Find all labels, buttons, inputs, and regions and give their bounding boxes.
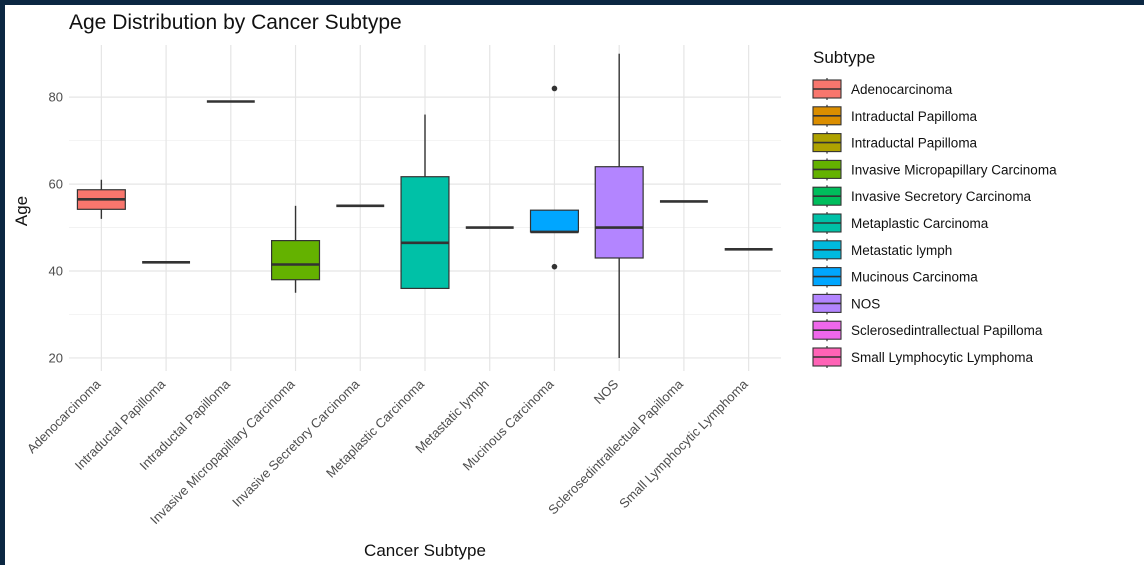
x-axis-title: Cancer Subtype — [364, 541, 486, 560]
legend-label: Invasive Micropapillary Carcinoma — [851, 162, 1057, 177]
x-tick-label: Small Lymphocytic Lymphoma — [616, 376, 751, 511]
legend-label: Metaplastic Carcinoma — [851, 216, 989, 231]
legend-label: Sclerosedintrallectual Papilloma — [851, 323, 1043, 338]
legend-item: Invasive Micropapillary Carcinoma — [812, 158, 1057, 181]
legend-item: Intraductal Papilloma — [812, 104, 978, 127]
y-tick-label: 20 — [49, 350, 63, 365]
legend-item: Metaplastic Carcinoma — [812, 212, 989, 234]
y-tick-label: 80 — [49, 90, 63, 105]
y-tick-label: 60 — [49, 177, 63, 192]
legend-label: Intraductal Papilloma — [851, 136, 978, 151]
boxplot-chart: Age Distribution by Cancer Subtype 20 40 6… — [12, 11, 1057, 560]
legend-label: Metastatic lymph — [851, 243, 952, 258]
box — [529, 209, 580, 233]
x-tick-label: Sclerosedintrallectual Papilloma — [545, 376, 686, 517]
x-tick-label: Invasive Secretory Carcinoma — [229, 376, 363, 510]
legend: Subtype Adenocarcinoma Intraductal Papill… — [812, 48, 1057, 368]
box-group — [76, 179, 126, 219]
legend-item: NOS — [812, 292, 880, 315]
y-axis-title: Age — [12, 196, 31, 226]
legend-label: Intraductal Papilloma — [851, 109, 978, 124]
chart-frame: Age Distribution by Cancer Subtype 20 40 6… — [5, 5, 1144, 565]
legend-item: Invasive Secretory Carcinoma — [812, 185, 1032, 208]
legend-item: Sclerosedintrallectual Papilloma — [812, 319, 1043, 342]
legend-label: Mucinous Carcinoma — [851, 270, 978, 285]
box — [400, 176, 450, 290]
outlier-point — [551, 85, 558, 92]
box-group — [529, 85, 580, 270]
box-group — [270, 205, 321, 293]
box — [270, 240, 321, 281]
legend-label: Invasive Secretory Carcinoma — [851, 189, 1032, 204]
legend-item: Adenocarcinoma — [812, 78, 953, 100]
x-tick-label: NOS — [591, 376, 622, 407]
outlier-point — [551, 263, 558, 270]
legend-label: Small Lymphocytic Lymphoma — [851, 350, 1034, 365]
box-group — [400, 114, 450, 290]
box-group — [594, 53, 644, 358]
legend-title: Subtype — [813, 48, 875, 67]
legend-item: Metastatic lymph — [812, 238, 952, 261]
legend-items: Adenocarcinoma Intraductal Papilloma Intra… — [812, 78, 1057, 368]
chart-title: Age Distribution by Cancer Subtype — [69, 11, 402, 34]
legend-label: NOS — [851, 296, 880, 311]
box — [594, 166, 644, 259]
y-tick-label: 40 — [49, 264, 63, 279]
legend-item: Intraductal Papilloma — [812, 131, 978, 154]
legend-item: Mucinous Carcinoma — [812, 265, 978, 288]
legend-item: Small Lymphocytic Lymphoma — [812, 346, 1034, 368]
legend-label: Adenocarcinoma — [851, 82, 953, 97]
